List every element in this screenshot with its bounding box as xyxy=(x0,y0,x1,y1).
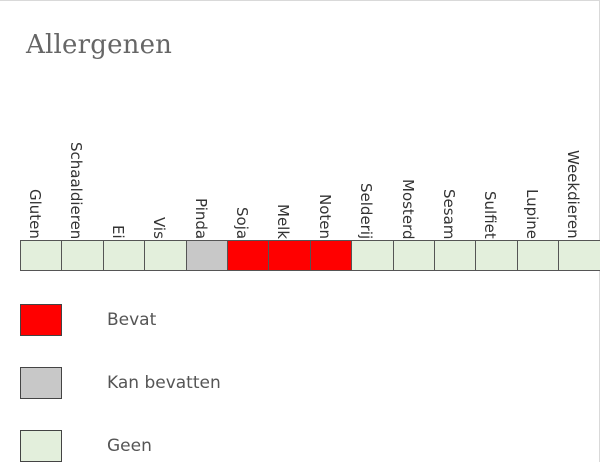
legend-item-geen: Geen xyxy=(20,430,420,462)
allergen-label-sulfiet: Sulfiet xyxy=(481,191,499,239)
allergen-label-cell-gluten: Gluten xyxy=(20,96,61,239)
allergen-label-ei: Ei xyxy=(109,225,127,239)
allergen-status-cell-sesam xyxy=(434,240,476,271)
legend-label-kan-bevatten: Kan bevatten xyxy=(107,373,221,393)
allergen-label-vis: Vis xyxy=(150,217,168,239)
allergen-label-cell-sesam: Sesam xyxy=(434,96,475,239)
legend-swatch-kan-bevatten xyxy=(20,367,62,399)
allergen-label-cell-soja: Soja xyxy=(227,96,268,239)
allergen-label-cell-vis: Vis xyxy=(144,96,185,239)
allergen-label-cell-melk: Melk xyxy=(268,96,309,239)
allergen-status-cell-pinda xyxy=(186,240,228,271)
allergen-grid-row xyxy=(20,240,600,271)
allergen-status-cell-noten xyxy=(310,240,352,271)
allergen-label-schaaldieren: Schaaldieren xyxy=(67,141,85,239)
allergen-label-sesam: Sesam xyxy=(440,188,458,239)
allergen-label-cell-ei: Ei xyxy=(103,96,144,239)
allergen-label-cell-lupine: Lupine xyxy=(517,96,558,239)
allergen-label-selderij: Selderij xyxy=(357,182,375,239)
allergen-label-pinda: Pinda xyxy=(192,197,210,239)
page-title: Allergenen xyxy=(26,30,173,60)
allergen-status-cell-weekdieren xyxy=(558,240,600,271)
allergen-label-cell-sulfiet: Sulfiet xyxy=(475,96,516,239)
legend-item-kan-bevatten: Kan bevatten xyxy=(20,367,420,399)
allergen-status-cell-selderij xyxy=(351,240,394,271)
allergen-label-cell-selderij: Selderij xyxy=(351,96,392,239)
allergen-label-gluten: Gluten xyxy=(26,189,44,239)
allergen-status-cell-melk xyxy=(268,240,311,271)
allergen-label-cell-mosterd: Mosterd xyxy=(393,96,434,239)
allergen-label-melk: Melk xyxy=(274,203,292,239)
allergen-label-cell-schaaldieren: Schaaldieren xyxy=(61,96,102,239)
legend-label-geen: Geen xyxy=(107,436,152,456)
allergen-label-weekdieren: Weekdieren xyxy=(564,150,582,239)
allergen-status-cell-lupine xyxy=(517,240,559,271)
allergen-label-mosterd: Mosterd xyxy=(399,178,417,239)
legend-swatch-geen xyxy=(20,430,62,462)
allergen-status-cell-gluten xyxy=(20,240,62,271)
allergen-status-cell-mosterd xyxy=(393,240,435,271)
allergen-status-cell-vis xyxy=(144,240,187,271)
legend-label-bevat: Bevat xyxy=(107,310,157,330)
page-border-top xyxy=(0,0,600,1)
allergen-label-lupine: Lupine xyxy=(523,188,541,239)
allergen-status-cell-ei xyxy=(103,240,145,271)
allergen-label-cell-noten: Noten xyxy=(310,96,351,239)
allergen-status-cell-soja xyxy=(227,240,269,271)
allergen-label-cell-pinda: Pinda xyxy=(186,96,227,239)
allergen-label-noten: Noten xyxy=(316,193,334,239)
allergen-labels-row: Gluten Schaaldieren Ei Vis Pinda Soja Melk Note… xyxy=(20,96,599,239)
allergen-status-cell-schaaldieren xyxy=(61,240,104,271)
legend-item-bevat: Bevat xyxy=(20,304,420,336)
allergen-label-cell-weekdieren: Weekdieren xyxy=(558,96,599,239)
legend-swatch-bevat xyxy=(20,304,62,336)
allergen-label-soja: Soja xyxy=(233,206,251,239)
allergen-status-cell-sulfiet xyxy=(475,240,518,271)
